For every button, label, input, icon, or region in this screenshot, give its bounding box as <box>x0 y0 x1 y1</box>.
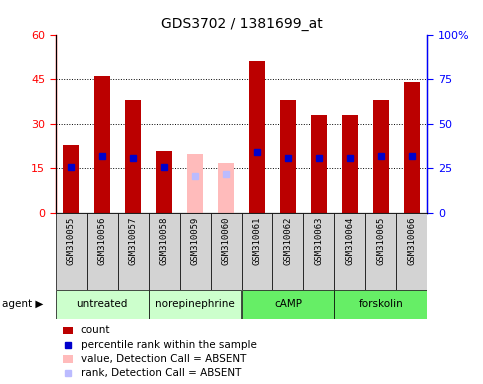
Bar <box>149 290 242 319</box>
Bar <box>249 61 265 213</box>
Bar <box>86 213 117 290</box>
Bar <box>63 327 73 334</box>
Bar <box>180 213 211 290</box>
Text: agent ▶: agent ▶ <box>2 299 44 310</box>
Bar <box>63 355 73 362</box>
Bar <box>397 213 427 290</box>
Text: GSM310056: GSM310056 <box>98 217 107 265</box>
Bar <box>63 145 79 213</box>
Bar <box>404 82 420 213</box>
Bar <box>187 154 203 213</box>
Bar <box>242 213 272 290</box>
Text: GSM310063: GSM310063 <box>314 217 324 265</box>
Text: count: count <box>81 326 110 336</box>
Text: rank, Detection Call = ABSENT: rank, Detection Call = ABSENT <box>81 368 241 378</box>
Bar <box>342 115 358 213</box>
Bar <box>149 213 180 290</box>
Text: cAMP: cAMP <box>274 299 302 310</box>
Bar <box>56 213 86 290</box>
Text: GSM310062: GSM310062 <box>284 217 293 265</box>
Text: untreated: untreated <box>76 299 128 310</box>
Text: GSM310064: GSM310064 <box>345 217 355 265</box>
Text: norepinephrine: norepinephrine <box>155 299 235 310</box>
Text: GSM310066: GSM310066 <box>408 217 416 265</box>
Bar <box>156 151 172 213</box>
Bar <box>125 100 141 213</box>
Text: GSM310060: GSM310060 <box>222 217 230 265</box>
Bar <box>242 290 334 319</box>
Bar <box>94 76 110 213</box>
Text: GSM310057: GSM310057 <box>128 217 138 265</box>
Bar <box>56 290 149 319</box>
Bar <box>311 115 327 213</box>
Text: GSM310061: GSM310061 <box>253 217 261 265</box>
Bar <box>303 213 334 290</box>
Bar <box>280 100 296 213</box>
Bar <box>117 213 149 290</box>
Bar <box>218 162 234 213</box>
Bar <box>334 290 427 319</box>
Bar <box>211 213 242 290</box>
Bar <box>334 213 366 290</box>
Text: value, Detection Call = ABSENT: value, Detection Call = ABSENT <box>81 354 246 364</box>
Text: GSM310065: GSM310065 <box>376 217 385 265</box>
Bar <box>366 213 397 290</box>
Text: percentile rank within the sample: percentile rank within the sample <box>81 339 256 349</box>
Text: GSM310055: GSM310055 <box>67 217 75 265</box>
Text: forskolin: forskolin <box>358 299 403 310</box>
Bar <box>272 213 303 290</box>
Text: GSM310059: GSM310059 <box>190 217 199 265</box>
Title: GDS3702 / 1381699_at: GDS3702 / 1381699_at <box>161 17 322 31</box>
Text: GSM310058: GSM310058 <box>159 217 169 265</box>
Bar <box>373 100 389 213</box>
